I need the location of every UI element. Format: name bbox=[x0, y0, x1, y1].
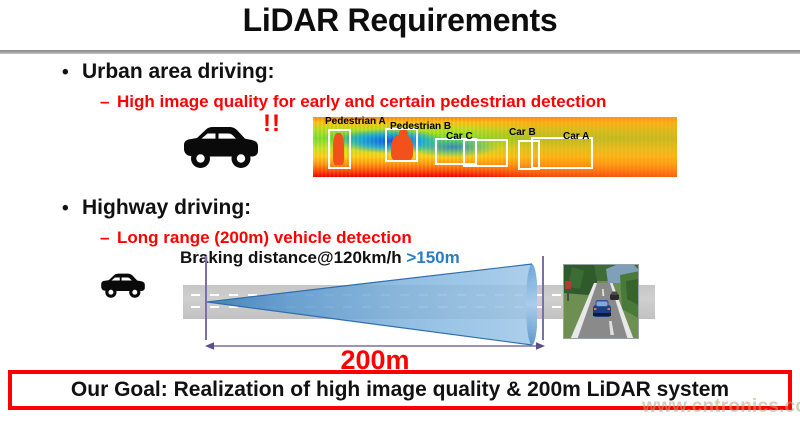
detection-label-car-a: Car A bbox=[563, 131, 590, 142]
braking-distance-text: Braking distance@120km/h bbox=[180, 248, 402, 267]
detection-box-car-b2 bbox=[518, 140, 540, 170]
detection-box-car-a bbox=[531, 137, 593, 169]
braking-distance-value: >150m bbox=[406, 248, 460, 267]
braking-distance-label: Braking distance@120km/h >150m bbox=[180, 248, 460, 268]
bullet-urban-sub: – High image quality for early and certai… bbox=[100, 92, 606, 112]
depth-heatmap-image: Pedestrian A Pedestrian B Car C Car B Ca… bbox=[313, 116, 677, 177]
highway-road-photo bbox=[563, 264, 639, 339]
bullet-highway-sub-label: Long range (200m) vehicle detection bbox=[117, 228, 412, 247]
range-end-marker bbox=[542, 256, 544, 340]
detection-label-car-c: Car C bbox=[446, 131, 473, 142]
watermark: www.cntronics.com bbox=[642, 396, 800, 417]
pedestrian-b-head bbox=[399, 129, 408, 138]
detection-box-car-b bbox=[463, 139, 508, 167]
bullet-urban-area-driving: • Urban area driving: bbox=[62, 60, 275, 84]
dash-marker-icon: – bbox=[100, 92, 110, 111]
bullet-urban-label: Urban area driving: bbox=[82, 60, 275, 83]
detection-box-pedestrian-b bbox=[385, 128, 418, 162]
detection-box-car-c bbox=[435, 138, 477, 165]
heatmap-canvas bbox=[313, 117, 677, 177]
alert-exclamation: !! bbox=[263, 110, 281, 137]
detection-box-pedestrian-a bbox=[328, 129, 351, 169]
lidar-beam-cone bbox=[207, 263, 537, 346]
car-silhouette-icon bbox=[182, 125, 260, 176]
car-silhouette-icon-highway bbox=[100, 272, 146, 305]
pedestrian-a-blob bbox=[333, 133, 344, 165]
bullet-highway-label: Highway driving: bbox=[82, 196, 252, 219]
detection-label-pedestrian-a: Pedestrian A bbox=[325, 116, 386, 127]
bullet-urban-sub-label: High image quality for early and certain… bbox=[117, 92, 607, 111]
goal-banner: Our Goal: Realization of high image qual… bbox=[8, 370, 792, 410]
dash-marker-icon: – bbox=[100, 228, 110, 247]
detection-label-car-b: Car B bbox=[509, 127, 536, 138]
range-start-marker bbox=[205, 256, 207, 340]
detection-label-pedestrian-b: Pedestrian B bbox=[390, 121, 452, 132]
goal-text: Our Goal: Realization of high image qual… bbox=[70, 378, 730, 401]
bullet-marker-icon: • bbox=[62, 198, 69, 219]
bullet-marker-icon: • bbox=[62, 62, 69, 83]
page-title: LiDAR Requirements bbox=[242, 2, 558, 38]
bullet-highway-sub: – Long range (200m) vehicle detection bbox=[100, 228, 412, 248]
bullet-highway-driving: • Highway driving: bbox=[62, 196, 251, 220]
pedestrian-b-blob bbox=[391, 134, 413, 162]
title-divider bbox=[0, 50, 800, 54]
distance-dimension-arrow bbox=[205, 342, 545, 350]
